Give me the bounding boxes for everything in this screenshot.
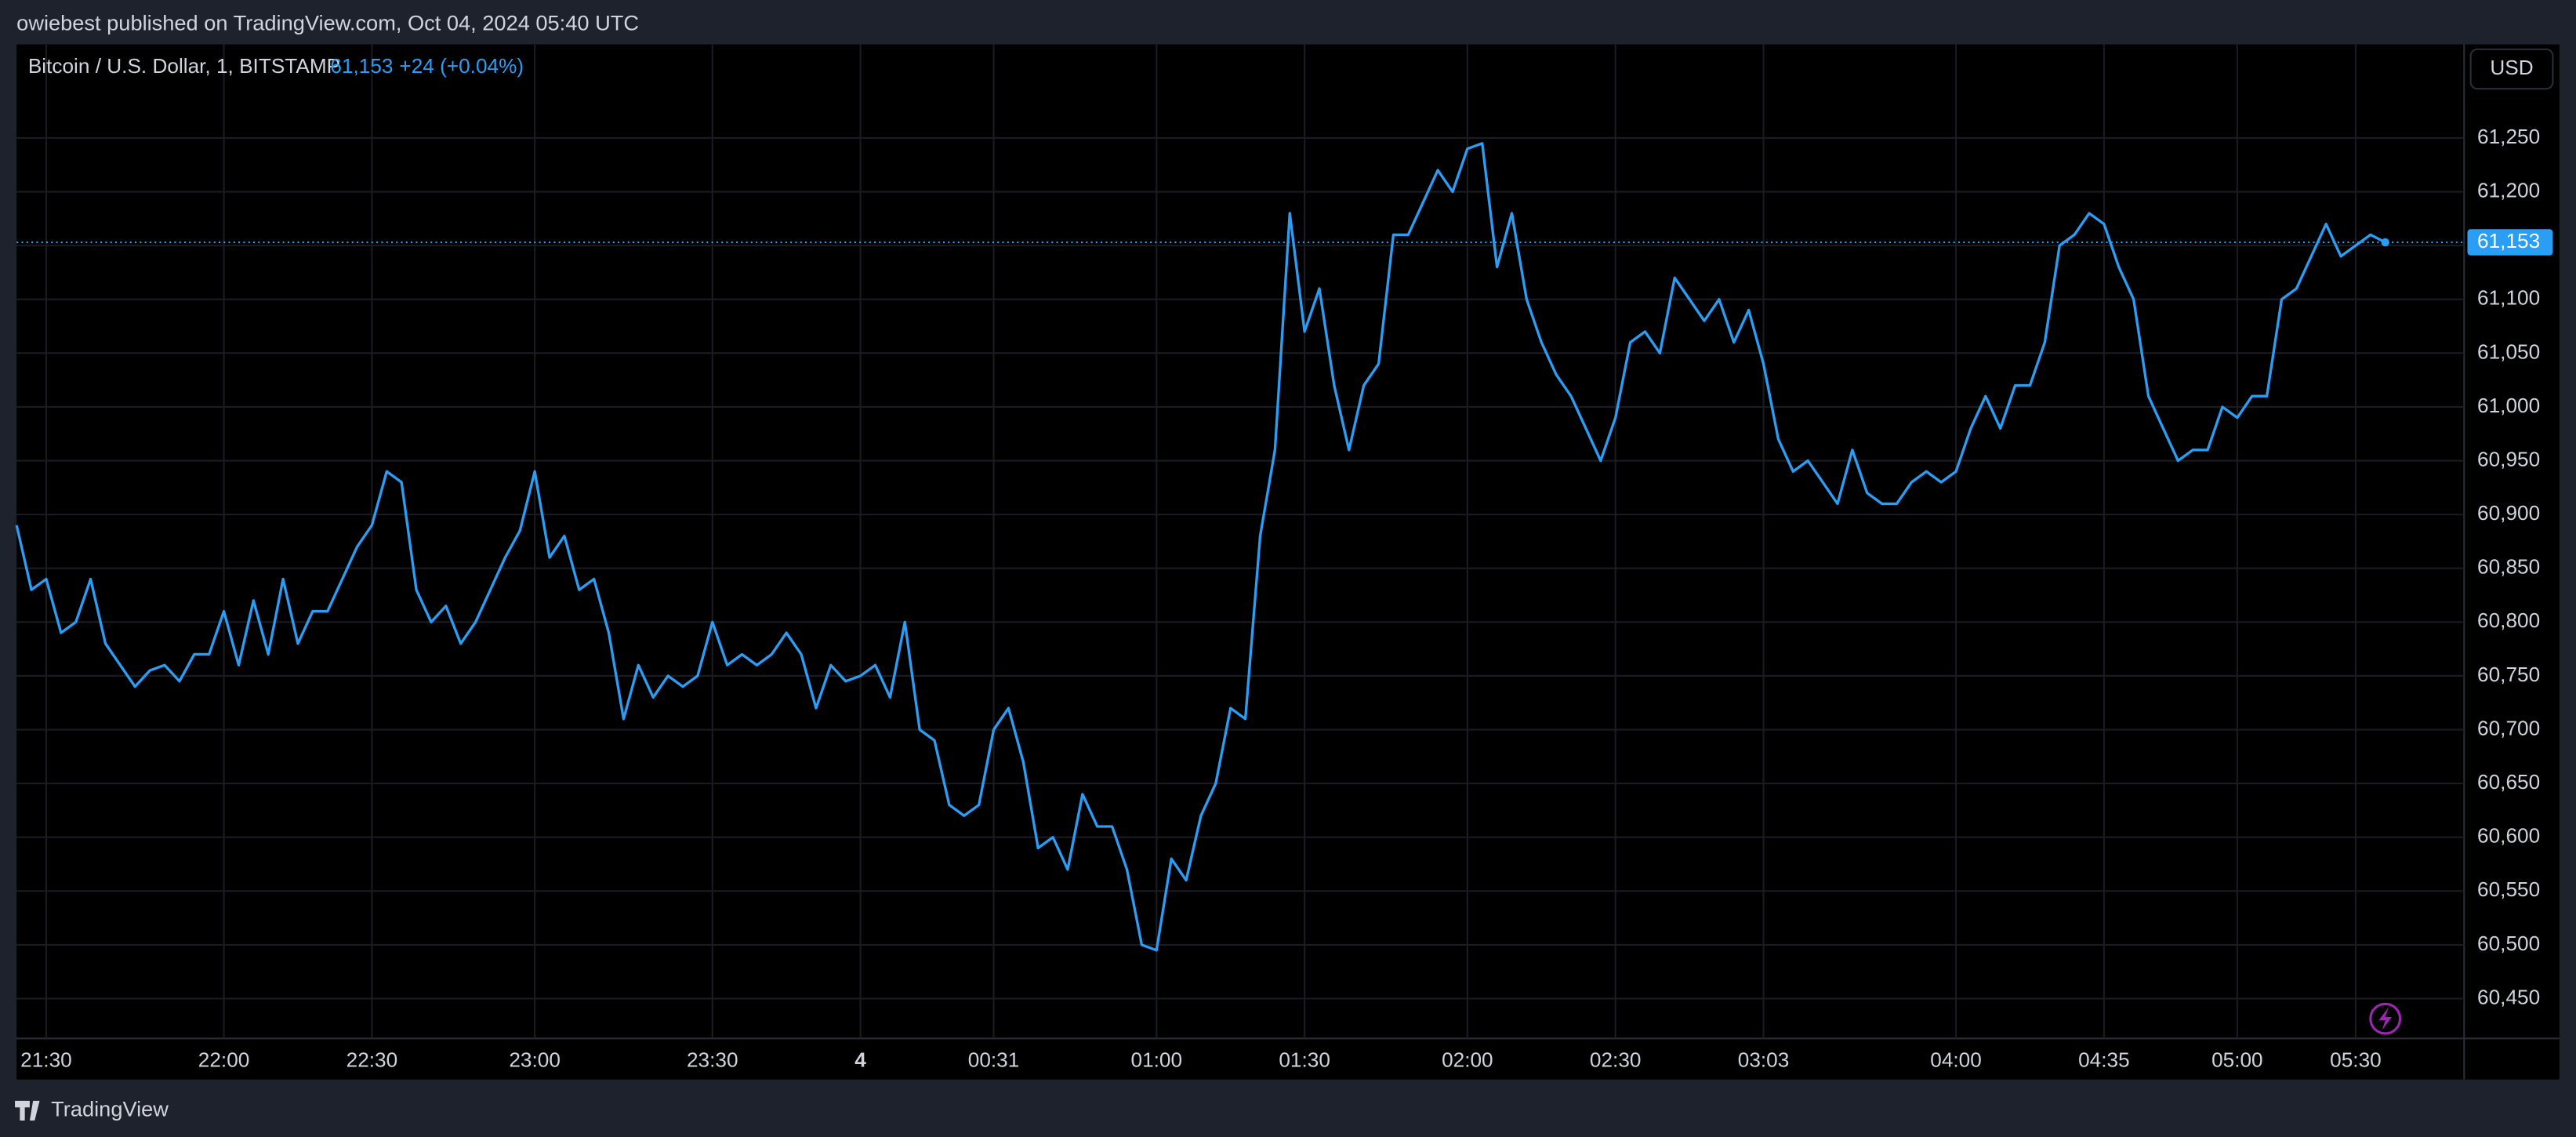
y-tick-label: 60,850 — [2477, 555, 2540, 579]
x-tick-label: 02:30 — [1590, 1048, 1642, 1072]
last-point — [2381, 238, 2389, 247]
currency-label[interactable]: USD — [2490, 56, 2533, 79]
symbol-title: Bitcoin / U.S. Dollar, 1, BITSTAMP — [28, 54, 340, 78]
y-tick-label: 60,800 — [2477, 608, 2540, 632]
logo — [15, 1100, 40, 1121]
y-tick-label: 60,550 — [2477, 877, 2540, 901]
x-tick-label: 02:00 — [1442, 1048, 1493, 1072]
y-tick-label: 61,250 — [2477, 125, 2540, 148]
x-tick-label: 22:30 — [346, 1048, 398, 1072]
y-tick-label: 60,950 — [2477, 447, 2540, 470]
x-tick-label: 01:30 — [1279, 1048, 1330, 1072]
y-tick-label: 60,450 — [2477, 985, 2540, 1008]
x-tick-label: 05:30 — [2330, 1048, 2382, 1072]
y-tick-label: 60,750 — [2477, 663, 2540, 686]
x-tick-label: 23:30 — [687, 1048, 738, 1072]
x-tick-label: 05:00 — [2211, 1048, 2263, 1072]
last-price-label: 61,153 — [2477, 229, 2540, 252]
x-tick-label: 22:00 — [198, 1048, 250, 1072]
price-line — [15, 142, 2386, 952]
x-tick-label: 04:00 — [1930, 1048, 1982, 1072]
x-tick-label: 04:35 — [2078, 1048, 2130, 1072]
x-tick-label: 4 — [854, 1048, 866, 1072]
last-price-tag — [2467, 229, 2553, 256]
y-tick-label: 60,650 — [2477, 770, 2540, 794]
x-tick-label: 03:03 — [1738, 1048, 1790, 1072]
x-tick-label: 00:31 — [968, 1048, 1020, 1072]
footer-brand: TradingView — [51, 1097, 169, 1121]
y-tick-label: 61,200 — [2477, 178, 2540, 202]
legend-price: 61,153 — [330, 54, 393, 78]
y-tick-label: 60,700 — [2477, 716, 2540, 739]
currency-button[interactable] — [2469, 48, 2554, 90]
y-tick-label: 61,050 — [2477, 340, 2540, 363]
x-tick-label: 23:00 — [509, 1048, 561, 1072]
grid — [16, 44, 2465, 1039]
published-note: owiebest published on TradingView.com, O… — [16, 11, 639, 35]
y-tick-label: 60,600 — [2477, 824, 2540, 848]
chart-pane — [16, 44, 2560, 1080]
x-tick-label: 01:00 — [1131, 1048, 1183, 1072]
x-tick-label: 21:30 — [20, 1048, 72, 1072]
y-tick-label: 61,100 — [2477, 286, 2540, 310]
legend-change: +24 (+0.04%) — [399, 54, 524, 78]
y-tick-label: 60,500 — [2477, 932, 2540, 955]
lightning-icon — [2369, 1002, 2402, 1035]
y-tick-label: 61,000 — [2477, 394, 2540, 417]
y-tick-label: 60,900 — [2477, 501, 2540, 525]
